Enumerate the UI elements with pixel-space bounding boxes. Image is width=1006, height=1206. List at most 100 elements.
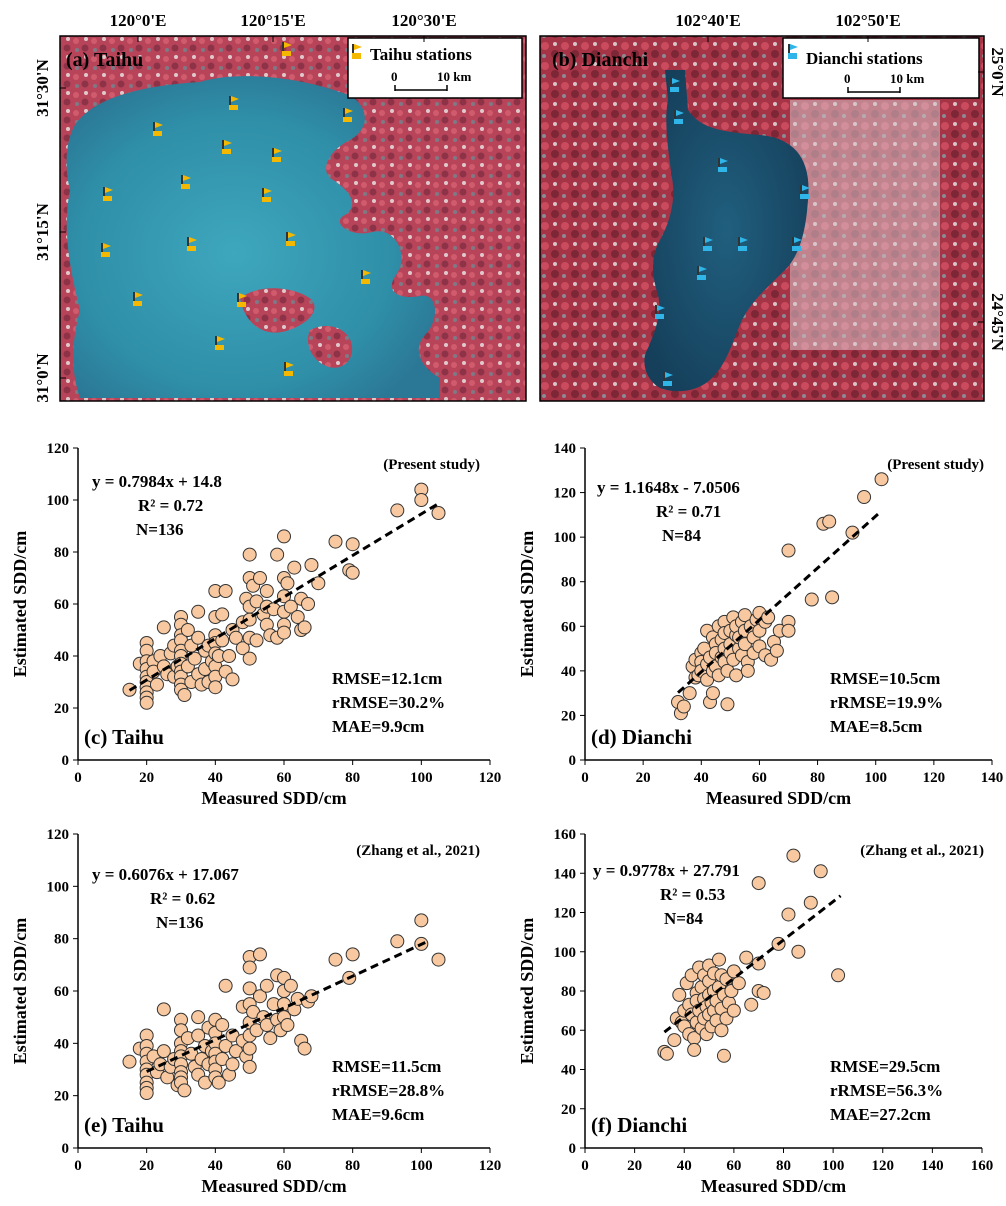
data-point bbox=[726, 1003, 741, 1018]
station-flag-icon bbox=[738, 237, 748, 251]
station-flag-icon bbox=[133, 292, 143, 306]
station-flag-icon bbox=[284, 362, 294, 376]
data-point bbox=[225, 1057, 240, 1072]
mae-label: MAE=9.6cm bbox=[332, 1105, 424, 1124]
dianchi-lon-tick-1: 102°50'E bbox=[835, 11, 900, 30]
dianchi-scale-zero: 0 bbox=[844, 71, 851, 86]
x-tick-label: 140 bbox=[981, 770, 1004, 786]
data-point bbox=[228, 630, 243, 645]
data-point bbox=[667, 1033, 682, 1048]
data-point bbox=[280, 1018, 295, 1033]
data-point bbox=[304, 558, 319, 572]
x-tick-label: 0 bbox=[74, 770, 82, 786]
data-point bbox=[297, 1041, 312, 1056]
data-point bbox=[739, 950, 754, 965]
y-tick-label: 120 bbox=[554, 906, 577, 922]
data-point bbox=[714, 1023, 729, 1038]
data-point bbox=[225, 672, 240, 687]
x-tick-label: 80 bbox=[810, 770, 825, 786]
station-flag-icon bbox=[229, 96, 239, 110]
mae-label: MAE=8.5cm bbox=[830, 717, 922, 736]
data-point bbox=[744, 997, 759, 1012]
data-point bbox=[215, 607, 230, 622]
x-tick-label: 80 bbox=[345, 1158, 360, 1174]
x-tick-label: 120 bbox=[479, 1158, 502, 1174]
taihu-lat-tick-1: 31°15'N bbox=[33, 202, 52, 261]
y-tick-label: 40 bbox=[54, 649, 69, 665]
x-tick-label: 40 bbox=[208, 770, 223, 786]
taihu-island-2 bbox=[307, 325, 353, 368]
data-point bbox=[825, 590, 840, 605]
scatter-panel: 0 20 40 60 80 100 120 140 0 20 40 60 80 100 120 140 Meas… bbox=[517, 441, 1003, 808]
data-point bbox=[297, 620, 312, 635]
data-point bbox=[252, 989, 267, 1004]
data-point bbox=[242, 960, 257, 975]
x-tick-label: 100 bbox=[864, 770, 887, 786]
taihu-lake bbox=[66, 76, 441, 399]
station-flag-icon bbox=[262, 188, 272, 202]
data-point bbox=[283, 978, 298, 993]
y-tick-label: 140 bbox=[554, 441, 577, 457]
y-tick-label: 80 bbox=[54, 932, 69, 948]
rrmse-label: rRMSE=28.8% bbox=[332, 1081, 445, 1100]
source-label: (Zhang et al., 2021) bbox=[356, 843, 480, 859]
taihu-island bbox=[240, 288, 315, 333]
data-point bbox=[259, 584, 274, 598]
dianchi-lat-tick-0: 25°0'N bbox=[988, 47, 1006, 97]
dianchi-flags bbox=[655, 78, 810, 386]
y-tick-label: 0 bbox=[62, 753, 70, 769]
data-point bbox=[705, 686, 720, 701]
y-tick-label: 0 bbox=[569, 753, 577, 769]
data-point bbox=[345, 947, 360, 962]
data-point bbox=[781, 543, 796, 558]
data-point bbox=[687, 1042, 702, 1057]
y-axis-label: Estimated SDD/cm bbox=[517, 918, 537, 1065]
map-dianchi: (b) Dianchi Dianchi stations 0 10 km 102… bbox=[539, 11, 1006, 402]
x-axis-label: Measured SDD/cm bbox=[201, 788, 346, 808]
data-point bbox=[414, 493, 429, 507]
data-point bbox=[242, 651, 257, 666]
data-point bbox=[139, 695, 154, 710]
y-tick-label: 40 bbox=[561, 664, 576, 680]
data-point bbox=[345, 537, 360, 552]
dianchi-lake bbox=[644, 70, 809, 392]
data-point bbox=[156, 620, 171, 635]
panel-label: (c) Taihu bbox=[84, 725, 164, 749]
y-tick-label: 80 bbox=[561, 984, 576, 1000]
mae-label: MAE=9.9cm bbox=[332, 717, 424, 736]
station-flag-icon bbox=[361, 270, 371, 284]
data-point bbox=[242, 1059, 257, 1074]
data-point bbox=[390, 503, 405, 518]
data-point bbox=[431, 952, 446, 967]
source-label: (Zhang et al., 2021) bbox=[860, 843, 984, 859]
data-point bbox=[414, 913, 429, 928]
data-point bbox=[804, 592, 819, 607]
taihu-scale-end: 10 km bbox=[437, 69, 471, 84]
sample-size-label: N=136 bbox=[136, 520, 183, 539]
y-tick-label: 120 bbox=[554, 486, 577, 502]
scatter-panel: 0 20 40 60 80 100 120 0 20 40 60 80 100 120 Measured S… bbox=[10, 827, 501, 1196]
station-flag-icon bbox=[153, 122, 163, 136]
data-point bbox=[280, 576, 295, 591]
data-point bbox=[122, 1054, 137, 1069]
data-point bbox=[270, 547, 285, 562]
data-point bbox=[215, 1018, 230, 1033]
map-taihu: (a) Taihu Taihu stations 0 10 km 120°0'E… bbox=[33, 11, 527, 403]
x-tick-label: 80 bbox=[776, 1158, 791, 1174]
taihu-lon-tick-2: 120°30'E bbox=[391, 11, 456, 30]
station-flag-icon bbox=[286, 232, 296, 246]
station-flag-icon bbox=[655, 305, 665, 319]
x-tick-label: 100 bbox=[410, 1158, 433, 1174]
x-axis-label: Measured SDD/cm bbox=[701, 1176, 846, 1196]
data-point bbox=[301, 597, 316, 611]
data-point bbox=[218, 584, 233, 598]
x-tick-label: 40 bbox=[208, 1158, 223, 1174]
data-point bbox=[277, 529, 291, 544]
data-point bbox=[277, 625, 291, 640]
station-flag-icon bbox=[101, 243, 111, 257]
station-flag-icon bbox=[343, 108, 353, 122]
x-tick-label: 60 bbox=[726, 1158, 741, 1174]
data-point bbox=[191, 604, 206, 619]
dianchi-legend-flag-icon bbox=[788, 44, 798, 59]
data-point bbox=[720, 697, 735, 712]
